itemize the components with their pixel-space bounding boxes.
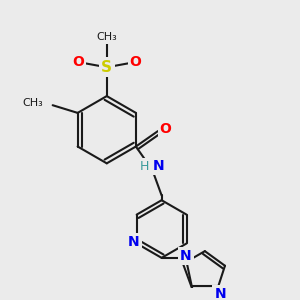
- Text: CH₃: CH₃: [96, 32, 117, 43]
- Text: H: H: [140, 160, 149, 173]
- Text: N: N: [152, 159, 164, 173]
- Text: O: O: [72, 56, 84, 70]
- Text: CH₃: CH₃: [22, 98, 43, 108]
- Text: S: S: [101, 60, 112, 75]
- Text: N: N: [180, 249, 191, 263]
- Text: N: N: [214, 287, 226, 300]
- Text: O: O: [130, 56, 142, 70]
- Text: N: N: [128, 236, 140, 250]
- Text: O: O: [160, 122, 172, 136]
